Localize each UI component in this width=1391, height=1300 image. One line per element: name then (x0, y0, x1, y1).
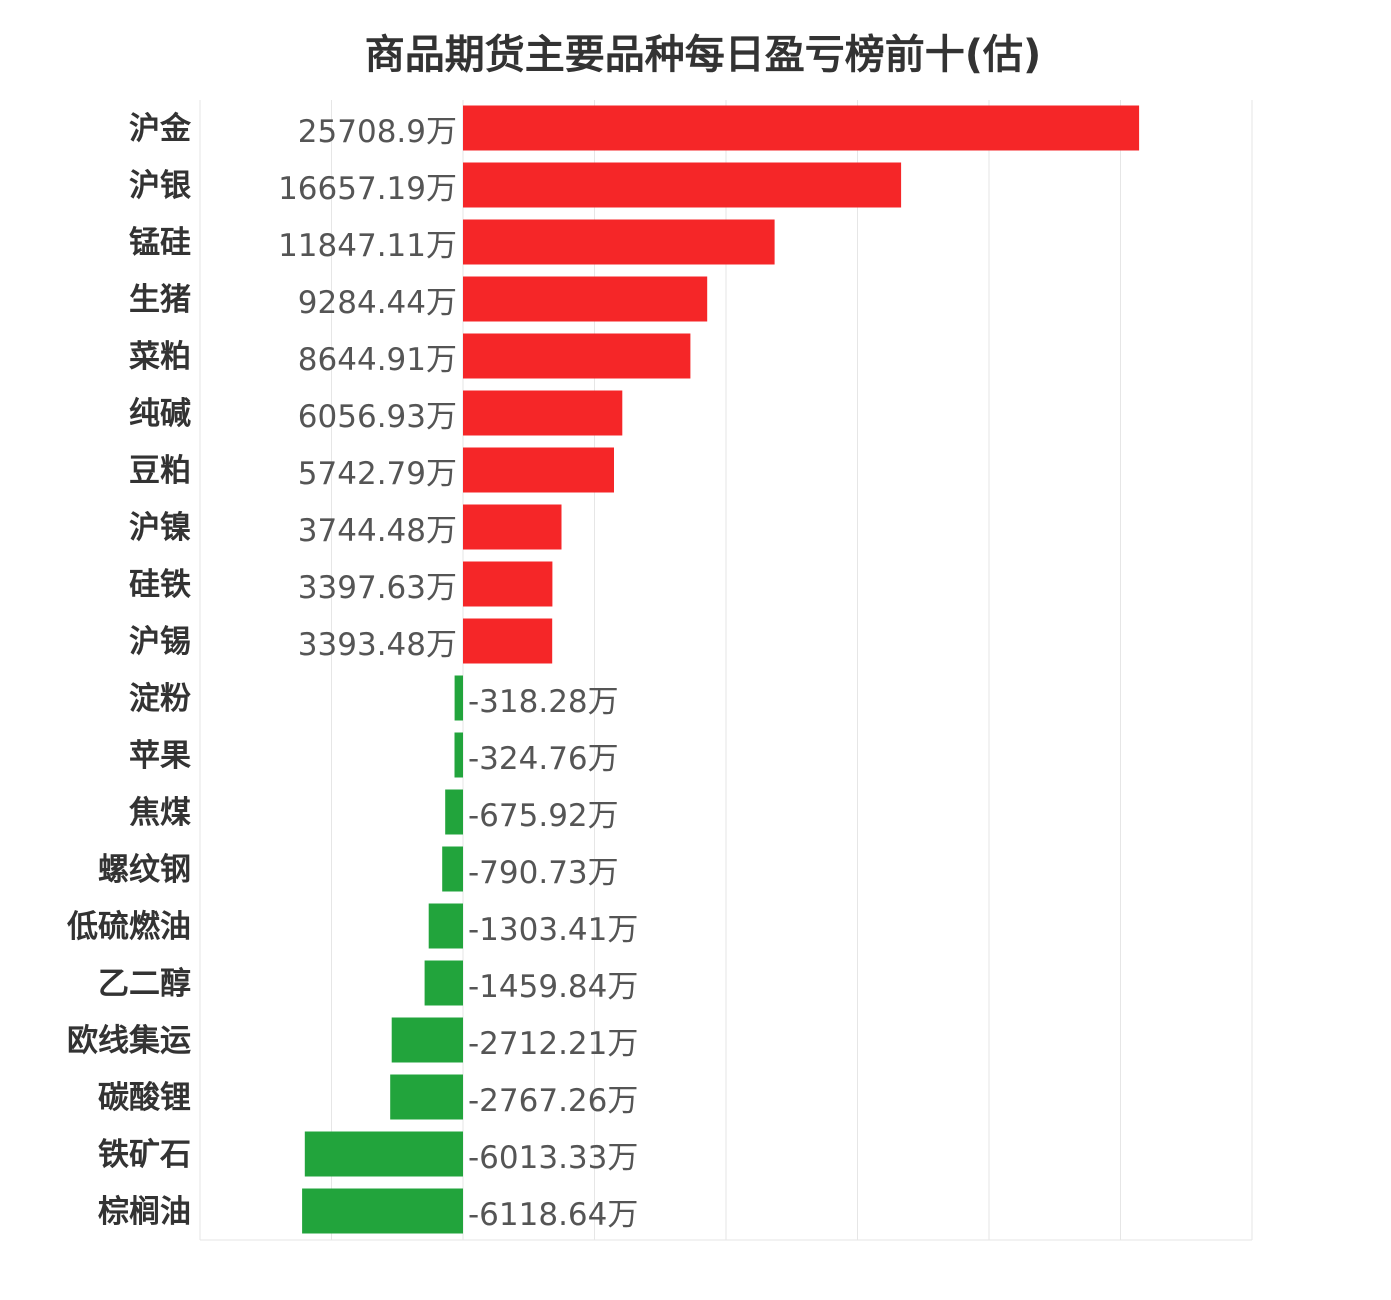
category-label: 焦煤 (129, 795, 191, 831)
value-label: -1303.41万 (468, 912, 638, 948)
category-label: 豆粕 (129, 453, 191, 489)
category-label: 乙二醇 (98, 966, 191, 1002)
category-label: 棕榈油 (98, 1194, 191, 1230)
value-label: -1459.84万 (468, 969, 638, 1005)
bar (463, 447, 614, 493)
bar (445, 789, 463, 835)
bar (428, 903, 463, 949)
value-labels: 25708.9万 16657.19万 11847.11万 9284.44万 8644.9… (278, 114, 638, 1233)
value-label: 3744.48万 (298, 513, 457, 549)
bar (390, 1074, 463, 1120)
value-label: 16657.19万 (278, 171, 457, 207)
bar (463, 219, 775, 265)
category-label: 硅铁 (129, 567, 191, 603)
bar (463, 504, 562, 550)
bar (391, 1017, 463, 1063)
category-label: 铁矿石 (98, 1137, 191, 1173)
category-label: 锰硅 (129, 225, 191, 261)
value-label: -324.76万 (468, 741, 619, 777)
category-label: 螺纹钢 (98, 852, 191, 888)
category-label: 沪镍 (129, 510, 191, 546)
bar (463, 333, 691, 379)
value-label: 8644.91万 (298, 342, 457, 378)
gridlines (199, 100, 1253, 1241)
value-label: 6056.93万 (298, 399, 457, 435)
bars (302, 105, 1140, 1234)
category-label: 菜粕 (129, 339, 191, 375)
value-label: 3397.63万 (298, 570, 457, 606)
bar (463, 162, 902, 208)
bar (304, 1131, 463, 1177)
value-label: 25708.9万 (298, 114, 457, 150)
chart-title: 商品期货主要品种每日盈亏榜前十(估) (364, 32, 1042, 78)
category-label: 苹果 (129, 738, 191, 774)
value-label: -6013.33万 (468, 1140, 638, 1176)
bar (454, 675, 463, 721)
bar (302, 1188, 463, 1234)
value-label: 11847.11万 (278, 228, 457, 264)
category-label: 低硫燃油 (66, 909, 191, 945)
category-label: 欧线集运 (67, 1023, 191, 1059)
bar (463, 105, 1140, 151)
value-label: -2712.21万 (468, 1026, 638, 1062)
value-label: -790.73万 (468, 855, 619, 891)
bar (463, 276, 708, 322)
category-label: 纯碱 (129, 396, 191, 432)
value-label: -675.92万 (468, 798, 619, 834)
category-labels: 沪金沪银锰硅生猪菜粕纯碱豆粕沪镍硅铁沪锡淀粉苹果焦煤螺纹钢低硫燃油乙二醇欧线集运… (66, 111, 192, 1230)
category-label: 沪银 (129, 168, 191, 204)
category-label: 生猪 (129, 282, 191, 318)
bar (463, 390, 623, 436)
category-label: 淀粉 (129, 681, 191, 717)
value-label: 3393.48万 (298, 627, 457, 663)
value-label: -6118.64万 (468, 1197, 638, 1233)
bar (424, 960, 463, 1006)
bar (442, 846, 463, 892)
value-label: 5742.79万 (298, 456, 457, 492)
value-label: -2767.26万 (468, 1083, 638, 1119)
bar (454, 732, 463, 778)
bar (463, 618, 553, 664)
bar (463, 561, 553, 607)
category-label: 沪金 (129, 111, 192, 147)
value-label: -318.28万 (468, 684, 619, 720)
category-label: 沪锡 (129, 624, 191, 660)
value-label: 9284.44万 (298, 285, 457, 321)
category-label: 碳酸锂 (98, 1080, 191, 1116)
